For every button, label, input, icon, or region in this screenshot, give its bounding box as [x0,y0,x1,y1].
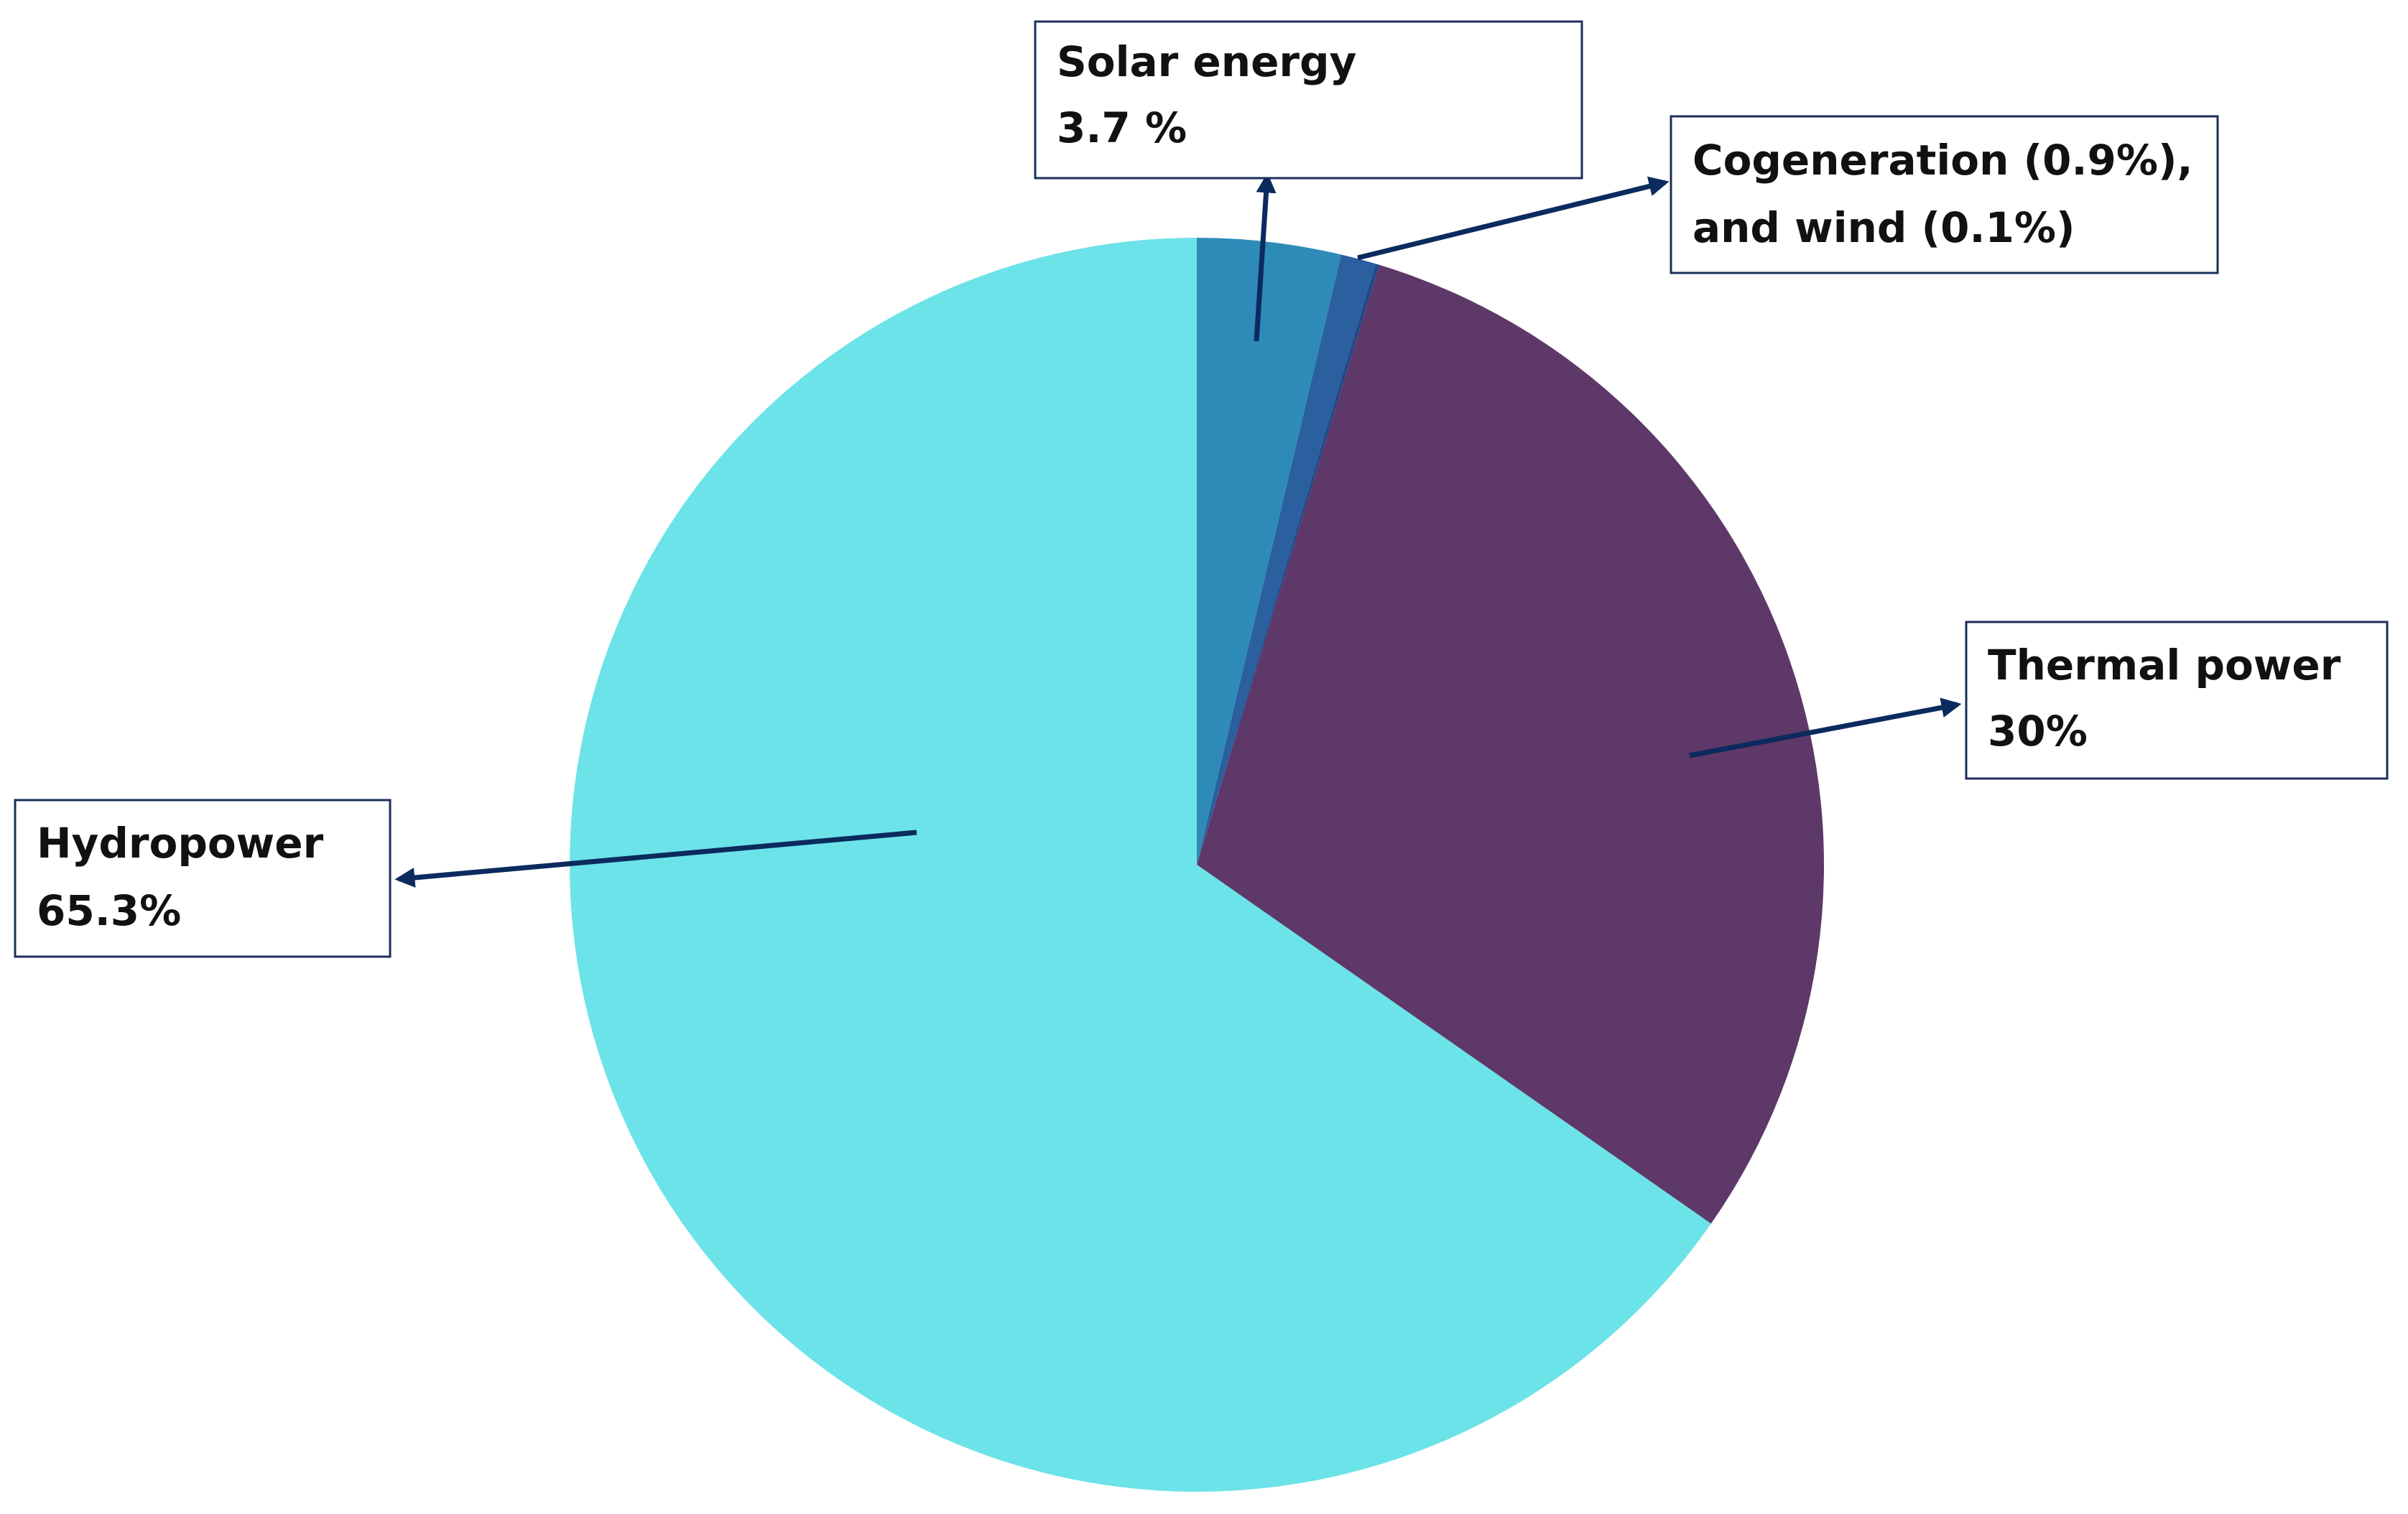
label-box [1034,20,1583,180]
value-label: 65.3% [37,886,181,935]
pie-slice [1197,254,1376,865]
pie-slice [570,238,1711,1492]
slice-label: Cogeneration (0.9%), [1692,136,2192,185]
value-label: 30% [1988,707,2088,756]
callout-arrow [1689,697,1962,758]
label-box [1670,115,2219,274]
slice-label: and wind (0.1%) [1692,203,2075,252]
callout-arrow [394,830,917,888]
value-label: 3.7 % [1057,103,1187,152]
slice-label: Hydropower [37,819,324,868]
callout-arrow [1254,172,1277,342]
label-box [1965,621,2389,780]
pie-slice [1197,264,1824,1224]
slice-label: Thermal power [1988,641,2341,689]
pie-slice [1197,238,1342,865]
label-box [14,799,392,958]
slice-label: Solar energy [1057,37,1356,86]
pie-slice [1197,264,1380,865]
pie [570,238,1824,1492]
callout-arrow [1357,176,1670,261]
